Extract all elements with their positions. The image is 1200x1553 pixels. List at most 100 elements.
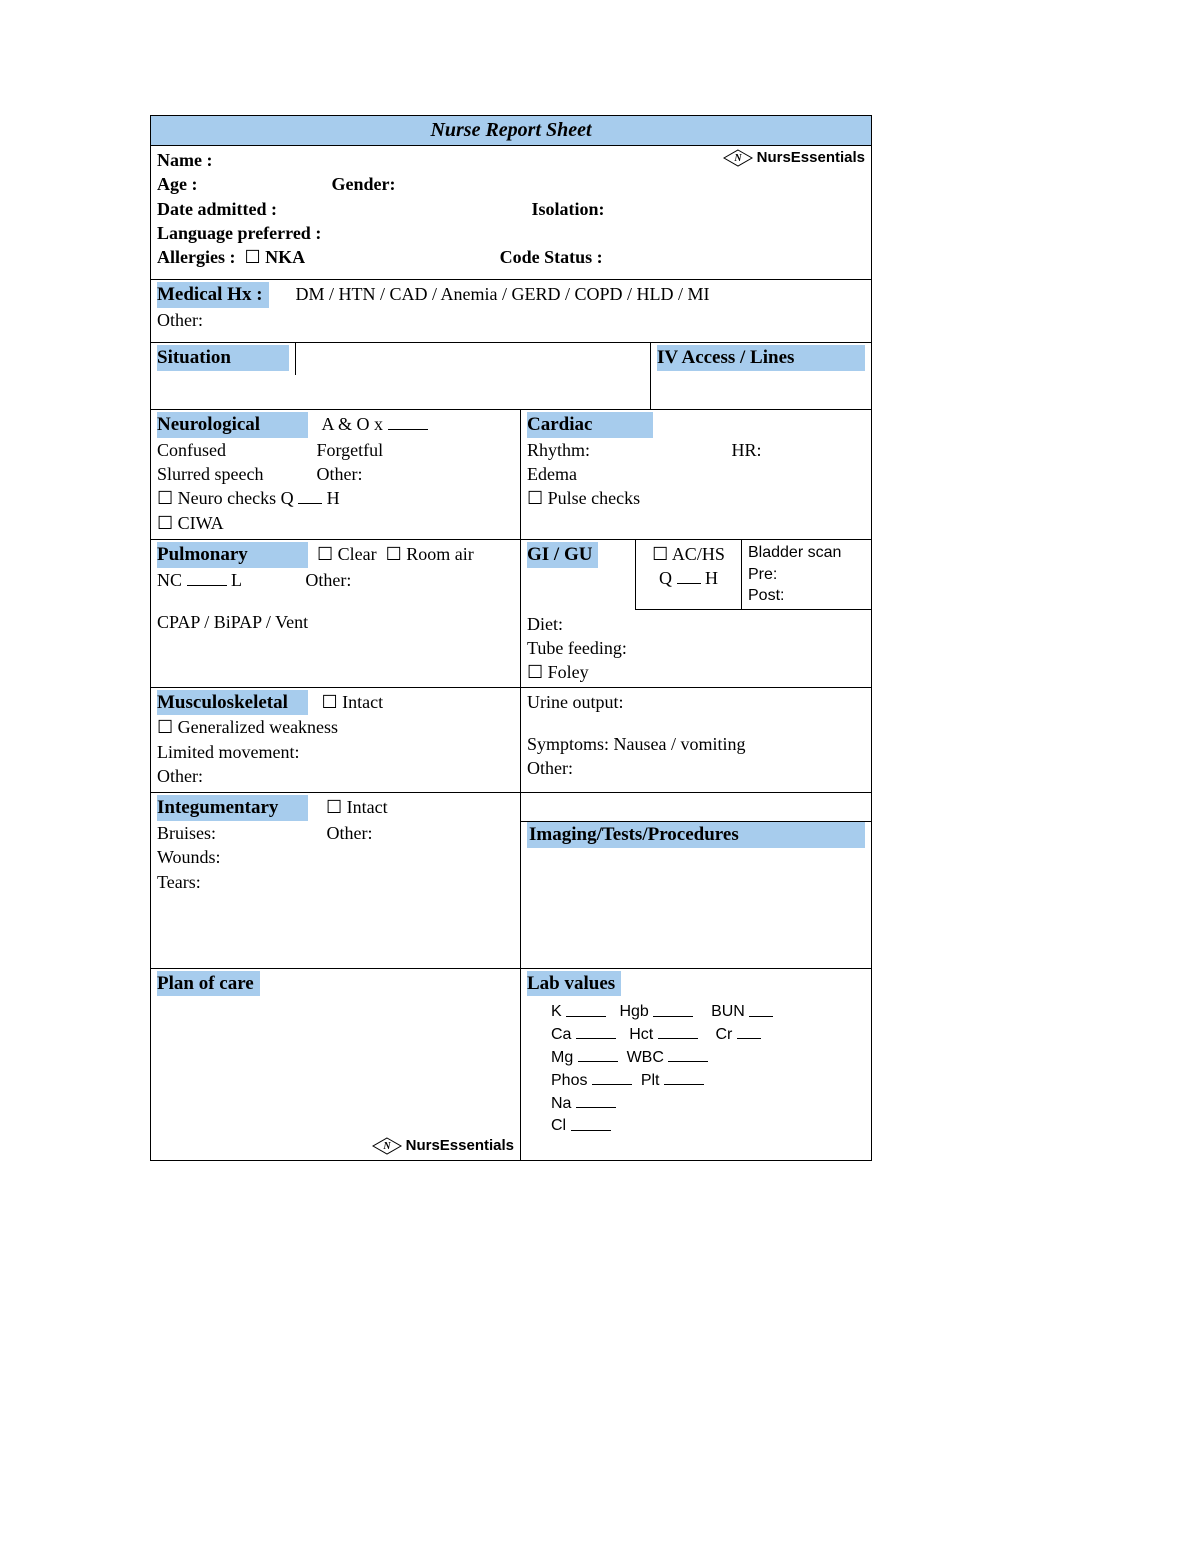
slurred-label: Slurred speech	[157, 462, 312, 486]
lab-k: K	[551, 1004, 562, 1021]
lab-bun: BUN	[711, 1004, 745, 1021]
lab-cr-blank[interactable]	[737, 1023, 761, 1039]
lab-mg: Mg	[551, 1049, 573, 1066]
name-label: Name :	[157, 150, 212, 170]
medical-hx-other: Other:	[157, 308, 865, 332]
nc-label: NC	[157, 570, 182, 590]
lab-phos: Phos	[551, 1072, 587, 1089]
plan-labs-row: Plan of care N NursEssentials Lab values…	[151, 968, 871, 1161]
lab-ca-blank[interactable]	[576, 1023, 616, 1039]
neuro-other-label: Other:	[317, 464, 363, 484]
integ-intact-checkbox[interactable]: ☐	[326, 797, 342, 817]
integ-label: Integumentary	[157, 795, 308, 821]
neuro-cardiac-row: Neurological A & O x Confused Forgetful …	[151, 409, 871, 539]
isolation-label: Isolation:	[532, 199, 605, 219]
pulm-gigu-row: Pulmonary ☐ Clear ☐ Room air NC L Other:…	[151, 539, 871, 687]
gigu-other-label: Other:	[527, 756, 865, 780]
page: Nurse Report Sheet N NursEssentials Name…	[0, 0, 1200, 1553]
medical-hx-row: Medical Hx : DM / HTN / CAD / Anemia / G…	[151, 279, 871, 342]
lab-cl-blank[interactable]	[571, 1114, 611, 1130]
brand-text-bottom: NursEssentials	[406, 1136, 514, 1156]
msk-other-label: Other:	[157, 764, 514, 788]
integ-other-label: Other:	[327, 823, 373, 843]
lab-plt-blank[interactable]	[664, 1069, 704, 1085]
pre-label: Pre:	[748, 564, 865, 586]
plan-label: Plan of care	[157, 971, 260, 997]
nc-unit: L	[231, 570, 241, 590]
tears-label: Tears:	[157, 870, 514, 894]
msk-row: Musculoskeletal ☐ Intact ☐ Generalized w…	[151, 687, 871, 793]
allergies-label: Allergies :	[157, 247, 235, 267]
integ-intact-label: Intact	[347, 797, 388, 817]
lab-hgb-blank[interactable]	[653, 1000, 693, 1016]
msk-label: Musculoskeletal	[157, 690, 308, 716]
symptoms-label: Symptoms: Nausea / vomiting	[527, 732, 865, 756]
brand-logo-top: N NursEssentials	[723, 148, 865, 168]
date-admitted-label: Date admitted :	[157, 197, 527, 221]
patient-info-row: N NursEssentials Name : Age : Gender: Da…	[151, 145, 871, 279]
lab-plt: Plt	[641, 1072, 660, 1089]
svg-text:N: N	[733, 153, 742, 164]
wounds-label: Wounds:	[157, 845, 514, 869]
pulm-other-label: Other:	[305, 570, 351, 590]
nka-checkbox[interactable]: ☐	[244, 247, 260, 267]
roomair-label: Room air	[406, 544, 474, 564]
situation-row: Situation IV Access / Lines	[151, 342, 871, 375]
urine-label: Urine output:	[527, 690, 865, 714]
roomair-checkbox[interactable]: ☐	[386, 544, 402, 564]
medical-hx-options: DM / HTN / CAD / Anemia / GERD / COPD / …	[296, 284, 710, 304]
gender-label: Gender:	[332, 174, 396, 194]
brand-text: NursEssentials	[757, 148, 865, 168]
achs-label: AC/HS	[672, 544, 725, 564]
report-sheet: Nurse Report Sheet N NursEssentials Name…	[150, 115, 872, 1161]
medical-hx-label: Medical Hx :	[157, 282, 269, 308]
integ-row: Integumentary ☐ Intact Bruises: Other: W…	[151, 792, 871, 968]
labs-label: Lab values	[527, 971, 621, 997]
lab-hgb: Hgb	[619, 1004, 648, 1021]
weakness-label: Generalized weakness	[178, 717, 338, 737]
aox-blank[interactable]	[388, 412, 428, 430]
lab-hct-blank[interactable]	[658, 1023, 698, 1039]
neuro-checks-blank[interactable]	[298, 486, 322, 504]
bladder-label: Bladder scan	[748, 542, 865, 564]
lab-mg-blank[interactable]	[578, 1046, 618, 1062]
nc-blank[interactable]	[187, 568, 227, 586]
foley-checkbox[interactable]: ☐	[527, 662, 543, 682]
diet-label: Diet:	[527, 612, 865, 636]
language-label: Language preferred :	[157, 223, 321, 243]
bruises-label: Bruises:	[157, 821, 322, 845]
lab-k-blank[interactable]	[566, 1000, 606, 1016]
age-label: Age :	[157, 172, 327, 196]
cardiac-label: Cardiac	[527, 412, 653, 438]
lab-bun-blank[interactable]	[749, 1000, 773, 1016]
svg-text:N: N	[382, 1141, 391, 1152]
edema-label: Edema	[527, 462, 865, 486]
code-status-label: Code Status :	[500, 245, 603, 269]
achs-checkbox[interactable]: ☐	[652, 544, 668, 564]
lab-wbc: WBC	[627, 1049, 664, 1066]
msk-intact-checkbox[interactable]: ☐	[322, 692, 338, 712]
limited-label: Limited movement:	[157, 740, 514, 764]
q-blank[interactable]	[677, 566, 701, 584]
forgetful-label: Forgetful	[317, 440, 384, 460]
weakness-checkbox[interactable]: ☐	[157, 717, 173, 737]
ciwa-label: CIWA	[178, 513, 224, 533]
rhythm-label: Rhythm:	[527, 438, 727, 462]
clear-checkbox[interactable]: ☐	[317, 544, 333, 564]
lab-na-blank[interactable]	[576, 1092, 616, 1108]
lab-wbc-blank[interactable]	[668, 1046, 708, 1062]
lab-phos-blank[interactable]	[592, 1069, 632, 1085]
neuro-checks-label: Neuro checks Q	[178, 488, 294, 508]
post-label: Post:	[748, 585, 865, 607]
ciwa-checkbox[interactable]: ☐	[157, 513, 173, 533]
brand-logo-bottom: N NursEssentials	[372, 1136, 514, 1156]
aox-label: A & O x	[322, 414, 384, 434]
lab-cl: Cl	[551, 1118, 566, 1135]
imaging-label: Imaging/Tests/Procedures	[527, 822, 865, 848]
pulse-checkbox[interactable]: ☐	[527, 488, 543, 508]
gigu-label: GI / GU	[527, 542, 598, 568]
sheet-title: Nurse Report Sheet	[151, 116, 871, 145]
neuro-checks-checkbox[interactable]: ☐	[157, 488, 173, 508]
tube-label: Tube feeding:	[527, 636, 865, 660]
neuro-checks-unit: H	[327, 488, 340, 508]
